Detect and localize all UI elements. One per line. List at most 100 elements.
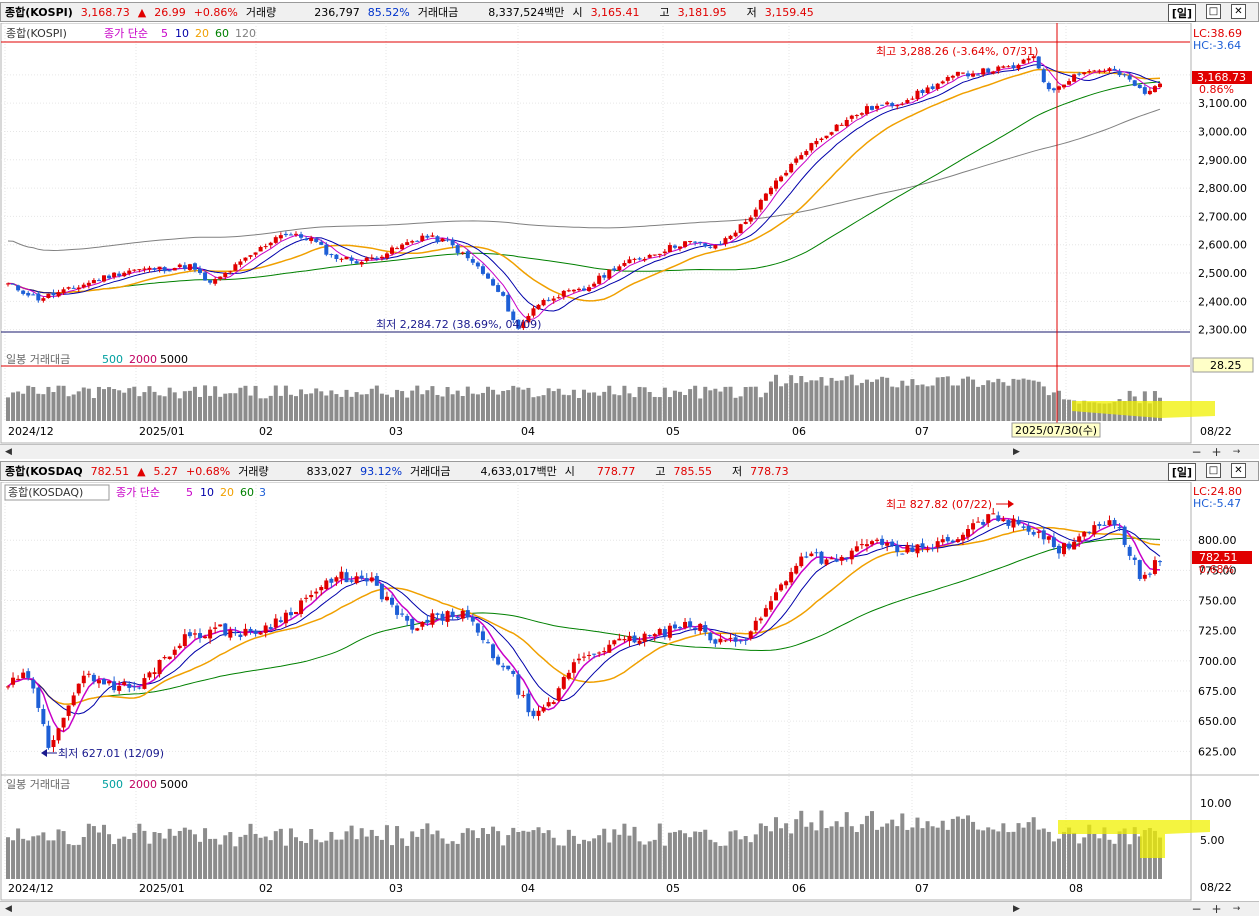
kospi-volume-bar xyxy=(16,391,21,421)
kosdaq-volume-bar xyxy=(859,824,864,879)
kospi-candle-body xyxy=(703,243,708,247)
kosdaq-candle-body xyxy=(187,632,192,637)
kosdaq-volume-bar xyxy=(981,830,986,879)
kosdaq-volume-bar xyxy=(784,823,789,879)
kospi-candle-body xyxy=(693,241,698,243)
kosdaq-candle-body xyxy=(41,709,46,725)
kosdaq-restore-icon[interactable]: □ xyxy=(1206,463,1221,478)
kosdaq-period-button[interactable]: [일] xyxy=(1167,463,1196,481)
kosdaq-candle-body xyxy=(819,551,824,564)
kosdaq-candle-body xyxy=(864,544,869,547)
kospi-candle-body xyxy=(1107,68,1112,72)
kosdaq-volume-bar xyxy=(238,836,243,879)
kospi-period-button[interactable]: [일] xyxy=(1167,4,1196,22)
kosdaq-x-tick-label: 2025/01 xyxy=(139,882,185,895)
kospi-zoom-right-icon[interactable]: → xyxy=(1232,447,1241,457)
kosdaq-legend-name: 종합(KOSDAQ) xyxy=(8,486,83,499)
kospi-volume-bar xyxy=(1051,392,1056,421)
kospi-volume-bar xyxy=(617,395,622,421)
kospi-zoom-out-icon[interactable]: − xyxy=(1191,445,1202,459)
kosdaq-volume-bar xyxy=(177,830,182,879)
kospi-candle-body xyxy=(81,284,86,288)
kospi-scrollbar[interactable]: ◀ ▶ − + → xyxy=(0,444,1259,459)
kospi-zoom-in-icon[interactable]: + xyxy=(1211,445,1222,459)
kospi-volume-bar xyxy=(718,391,723,421)
kospi-scroll-left-icon[interactable]: ◀ xyxy=(5,447,12,457)
kospi-candle-body xyxy=(460,252,465,254)
kospi-close-icon[interactable]: ✕ xyxy=(1231,4,1246,19)
kosdaq-volume-bar xyxy=(966,815,970,879)
kospi-candle-body xyxy=(496,285,501,292)
kospi-name[interactable]: 종합(KOSPI) xyxy=(5,6,73,19)
kosdaq-volume-bar xyxy=(1072,832,1077,879)
kosdaq-zoom-in-icon[interactable]: + xyxy=(1211,902,1222,916)
kosdaq-candle-body xyxy=(885,542,890,546)
kospi-volume-bar xyxy=(142,392,147,421)
kosdaq-volume-bar xyxy=(698,831,703,879)
kosdaq-volume-bar xyxy=(465,828,470,879)
kosdaq-volume-pct: 93.12% xyxy=(360,464,403,478)
kosdaq-name[interactable]: 종합(KOSDAQ xyxy=(5,465,83,478)
kosdaq-candle-body xyxy=(1147,573,1152,575)
kosdaq-volume-bar xyxy=(132,832,137,879)
kosdaq-candle-body xyxy=(1026,525,1031,532)
kosdaq-volume-bar xyxy=(162,838,167,879)
kospi-volume-bar xyxy=(1016,379,1021,421)
kospi-volume-bar xyxy=(582,389,586,421)
kosdaq-volume-bar xyxy=(480,828,485,879)
kosdaq-candle-body xyxy=(379,583,384,600)
kospi-candle-body xyxy=(26,292,31,296)
kosdaq-volume-bar xyxy=(127,839,132,879)
kosdaq-low-label: 저 xyxy=(732,465,743,478)
kosdaq-close-icon[interactable]: ✕ xyxy=(1231,463,1246,478)
kosdaq-legend-ma10: 10 xyxy=(200,486,214,499)
kosdaq-zoom-right-icon[interactable]: → xyxy=(1232,904,1241,914)
kospi-candle-body xyxy=(1046,83,1051,90)
kosdaq-volume-bar xyxy=(612,829,617,879)
kosdaq-candle-body xyxy=(582,656,586,658)
kospi-candle-body xyxy=(1102,70,1107,72)
kosdaq-scrollbar[interactable]: ◀ ▶ − + → xyxy=(0,901,1259,916)
kosdaq-volume-bar xyxy=(248,823,253,879)
kosdaq-volume-bar xyxy=(607,842,612,879)
kosdaq-volume-bar xyxy=(369,829,374,879)
kosdaq-scroll-right-icon[interactable]: ▶ xyxy=(1013,904,1020,914)
kosdaq-chart-svg[interactable]: 800.00 775.00 750.00 725.00 700.00 675.00 650.… xyxy=(0,481,1259,901)
kosdaq-ma20-line xyxy=(7,526,1161,705)
kospi-volume-bar xyxy=(981,385,986,421)
kospi-volume-bar xyxy=(455,390,460,421)
kosdaq-volume-bar xyxy=(334,839,339,879)
kospi-candle-body xyxy=(36,293,41,301)
kospi-y-tick-label: 2,700.00 xyxy=(1198,210,1247,223)
kosdaq-candle-body xyxy=(122,682,127,685)
kosdaq-candle-body xyxy=(642,633,647,642)
kosdaq-chart[interactable]: 800.00 775.00 750.00 725.00 700.00 675.00 650.… xyxy=(0,481,1259,901)
kospi-scroll-right-icon[interactable]: ▶ xyxy=(1013,447,1020,457)
kospi-arrow: ▲ xyxy=(137,5,147,19)
kosdaq-volume-bar xyxy=(597,835,602,879)
kospi-volume-bar xyxy=(556,388,561,421)
kospi-restore-icon[interactable]: □ xyxy=(1206,4,1221,19)
kosdaq-candle-body xyxy=(71,695,76,706)
kosdaq-volume-bar xyxy=(142,830,147,879)
kospi-volume-bar xyxy=(157,395,162,421)
kosdaq-volume-bar xyxy=(440,838,445,879)
kospi-chart[interactable]: 3,200.003,100.003,000.002,900.002,800.00… xyxy=(0,22,1259,444)
kosdaq-volume-bar xyxy=(354,839,359,879)
kospi-volume-bar xyxy=(521,389,526,421)
kospi-candle-body xyxy=(253,252,258,255)
kospi-volume-bar xyxy=(56,385,61,421)
kosdaq-candle-body xyxy=(253,630,258,634)
kospi-volume-bar xyxy=(364,394,369,421)
kosdaq-candle-body xyxy=(971,523,976,530)
kospi-volume-bar xyxy=(491,389,496,421)
kospi-volume-bar xyxy=(339,396,344,421)
kosdaq-volume-bar xyxy=(41,832,46,879)
kosdaq-scroll-left-icon[interactable]: ◀ xyxy=(5,904,12,914)
kospi-chart-svg[interactable]: 3,200.003,100.003,000.002,900.002,800.00… xyxy=(0,22,1259,444)
kosdaq-zoom-out-icon[interactable]: − xyxy=(1191,902,1202,916)
kosdaq-candle-body xyxy=(359,575,364,579)
kospi-change-pct: +0.86% xyxy=(193,5,238,19)
kosdaq-volume-bar xyxy=(688,837,693,879)
kospi-candle-body xyxy=(177,264,182,268)
